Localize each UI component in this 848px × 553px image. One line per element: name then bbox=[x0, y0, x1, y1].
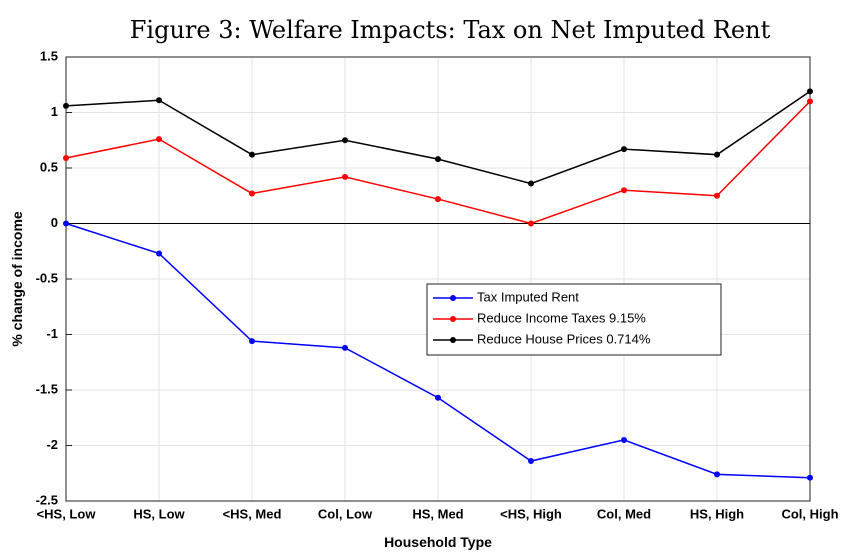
data-point bbox=[249, 190, 255, 197]
data-point bbox=[621, 436, 627, 443]
x-tick-label: <HS, High bbox=[500, 506, 562, 521]
y-tick-label: -1 bbox=[46, 326, 58, 341]
data-point bbox=[156, 136, 162, 143]
data-point bbox=[435, 196, 441, 203]
data-point bbox=[807, 98, 813, 105]
legend-label: Tax Imputed Rent bbox=[477, 289, 579, 304]
data-point bbox=[63, 220, 69, 227]
data-point bbox=[621, 187, 627, 194]
legend-marker bbox=[450, 316, 456, 322]
plot-frame bbox=[65, 56, 811, 502]
x-tick-label: HS, Low bbox=[133, 506, 185, 521]
data-point bbox=[528, 180, 534, 187]
data-point bbox=[342, 173, 348, 180]
legend-label: Reduce House Prices 0.714% bbox=[477, 331, 651, 346]
y-tick-label: -0.5 bbox=[36, 270, 58, 285]
data-point bbox=[63, 155, 69, 162]
data-point bbox=[63, 102, 69, 109]
data-point bbox=[714, 192, 720, 199]
x-tick-label: Col, Med bbox=[597, 506, 651, 521]
x-tick-label: HS, High bbox=[690, 506, 744, 521]
y-tick-label: 0 bbox=[51, 215, 58, 230]
data-point bbox=[156, 97, 162, 104]
data-point bbox=[249, 151, 255, 158]
data-point bbox=[528, 458, 534, 465]
chart-title: Figure 3: Welfare Impacts: Tax on Net Im… bbox=[130, 16, 771, 44]
x-tick-label: HS, Med bbox=[412, 506, 463, 521]
data-point bbox=[528, 220, 534, 227]
y-tick-label: 1.5 bbox=[40, 48, 58, 63]
y-tick-label: 0.5 bbox=[40, 159, 58, 174]
data-point bbox=[714, 151, 720, 158]
data-point bbox=[714, 471, 720, 478]
legend-marker bbox=[450, 295, 456, 301]
data-point bbox=[342, 344, 348, 351]
data-point bbox=[435, 394, 441, 401]
x-axis-label: Household Type bbox=[384, 534, 492, 550]
x-tick-label: Col, High bbox=[781, 506, 838, 521]
y-tick-label: 1 bbox=[51, 104, 58, 119]
y-tick-label: -1.5 bbox=[36, 381, 58, 396]
data-point bbox=[249, 338, 255, 345]
data-point bbox=[342, 137, 348, 144]
data-point bbox=[807, 88, 813, 95]
y-axis-label: % change of income bbox=[9, 211, 25, 347]
y-tick-label: -2.5 bbox=[36, 492, 58, 507]
legend: Tax Imputed Rent Reduce Income Taxes 9.15… bbox=[426, 283, 722, 356]
legend-label: Reduce Income Taxes 9.15% bbox=[477, 310, 646, 325]
data-point bbox=[621, 146, 627, 153]
data-point bbox=[435, 156, 441, 163]
x-tick-label: <HS, Med bbox=[223, 506, 282, 521]
legend-box bbox=[426, 283, 722, 356]
data-point bbox=[156, 250, 162, 257]
x-tick-label: Col, Low bbox=[318, 506, 373, 521]
legend-marker bbox=[450, 337, 456, 343]
data-point bbox=[807, 474, 813, 481]
y-tick-label: -2 bbox=[46, 437, 58, 452]
x-tick-label: <HS, Low bbox=[37, 506, 97, 521]
